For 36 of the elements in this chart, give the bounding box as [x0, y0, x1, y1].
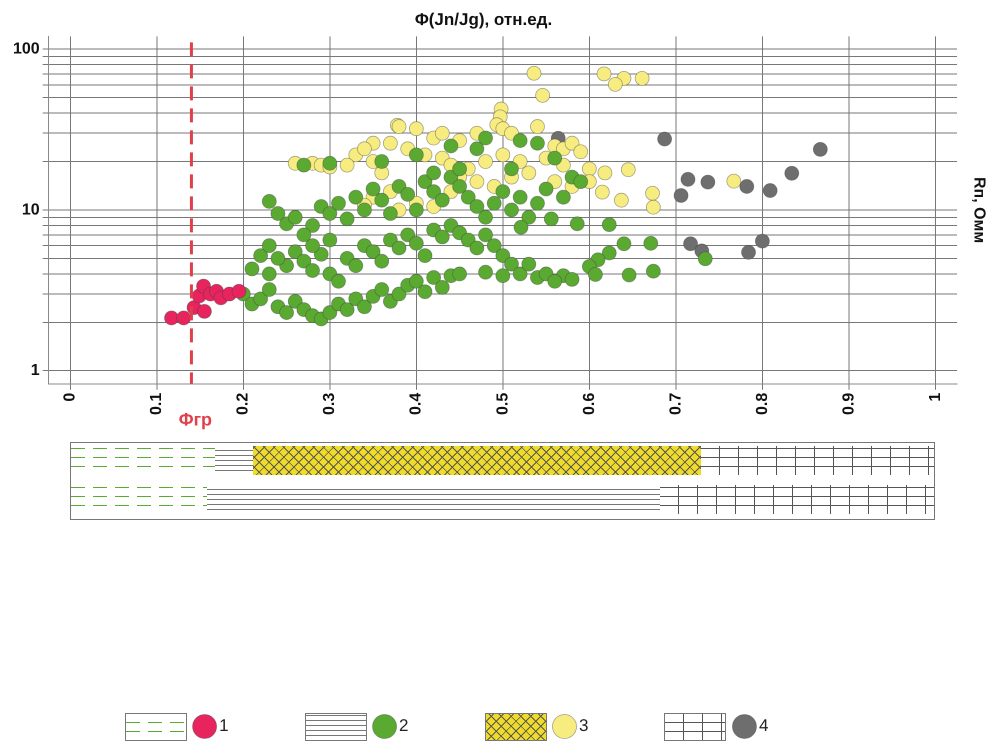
- x-tick-label: 0.5: [494, 392, 512, 416]
- point: [700, 174, 716, 190]
- point: [674, 188, 688, 203]
- x-tick-label: 0: [62, 392, 79, 402]
- x-tick-label: 0.7: [667, 392, 684, 416]
- y-tick-label: 100: [12, 40, 40, 58]
- x-tick-label: 0.2: [234, 392, 252, 416]
- point: [197, 304, 212, 319]
- legend-label: 3: [579, 716, 588, 736]
- x-tick-label: 0.9: [840, 392, 858, 416]
- point: [762, 183, 778, 198]
- legend-label: 4: [758, 716, 768, 736]
- x-tick-label: 0.4: [408, 392, 425, 416]
- y-tick-label: 1: [30, 362, 40, 380]
- point: [164, 310, 179, 326]
- legend-label: 1: [219, 716, 229, 736]
- x-tick-label: 0.8: [754, 392, 771, 416]
- point: [683, 236, 698, 252]
- legend-label: 2: [399, 716, 409, 736]
- point: [176, 310, 192, 326]
- point: [657, 132, 672, 146]
- x-tick-label: 0.6: [580, 392, 598, 416]
- x-tick-label: 0.3: [321, 392, 338, 416]
- ref-line-label: Φгр: [178, 410, 212, 430]
- point: [754, 234, 770, 249]
- point: [680, 172, 696, 187]
- y-tick-label: 10: [22, 201, 40, 218]
- x-tick-label: 0.1: [148, 392, 166, 416]
- x-tick-label: 1: [926, 392, 944, 402]
- x-axis-title: Φ(Jn/Jg), отн.ед.: [414, 10, 552, 29]
- point: [232, 284, 246, 299]
- point: [741, 244, 756, 260]
- point: [812, 142, 828, 157]
- point: [784, 166, 800, 181]
- y-axis-title: Rп, Омм: [970, 176, 988, 244]
- point: [739, 179, 754, 194]
